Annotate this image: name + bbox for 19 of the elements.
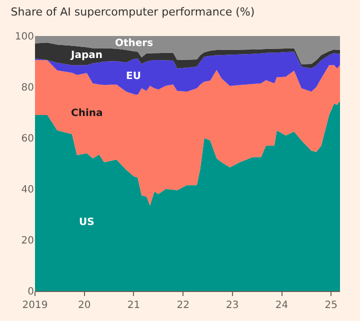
- series-label: US: [79, 217, 94, 228]
- y-tick-label: 100: [14, 32, 34, 42]
- y-tick-label: 0: [28, 286, 34, 298]
- y-tick-label: 40: [21, 184, 34, 196]
- chart-title: Share of AI supercomputer performance (%): [10, 6, 255, 19]
- y-tick-label: 60: [21, 134, 34, 144]
- series-label: Japan: [70, 50, 102, 61]
- series-label: Others: [115, 38, 154, 49]
- x-tick-label: 21: [127, 300, 140, 311]
- x-tick-label: 23: [226, 300, 239, 311]
- series-label: EU: [126, 71, 141, 82]
- x-tick-label: 22: [176, 300, 190, 311]
- series-label: China: [71, 108, 103, 119]
- x-tick-label: 2019: [22, 300, 48, 311]
- x-tick-label: 20: [78, 300, 91, 311]
- y-tick-label: 20: [21, 236, 34, 246]
- x-tick-label: 25: [324, 300, 338, 311]
- y-tick-label: 80: [21, 82, 34, 94]
- x-tick-label: 24: [275, 300, 288, 311]
